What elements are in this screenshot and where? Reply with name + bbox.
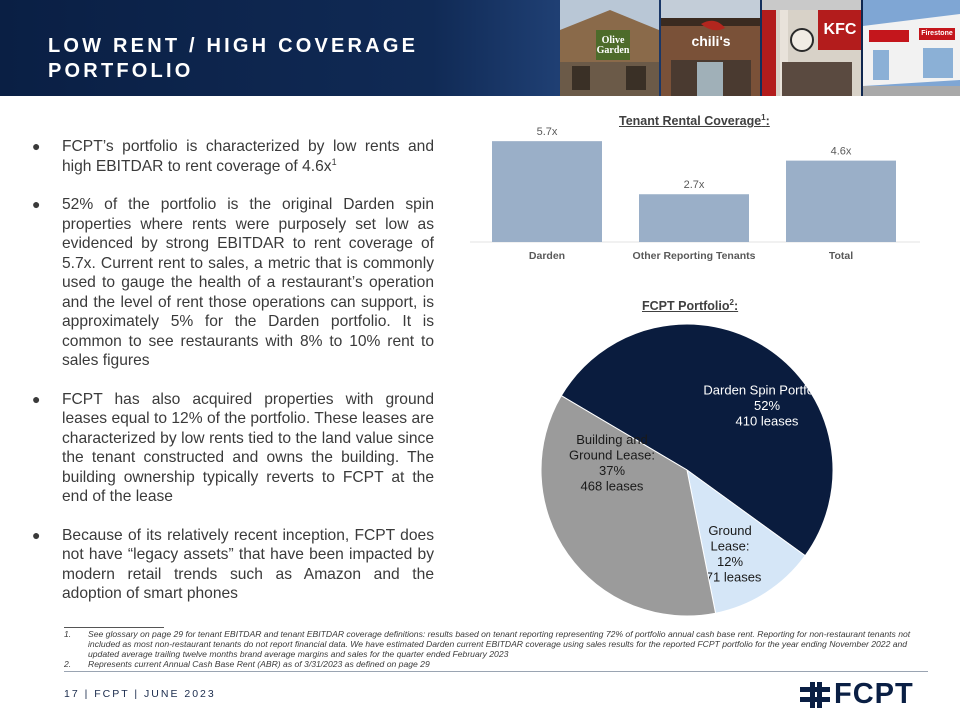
firestone-photo: Firestone (863, 0, 960, 96)
pie-slice-0 (560, 323, 834, 557)
footnote-ref: 1 (331, 156, 337, 167)
page-footer: 17 | FCPT | JUNE 2023 (64, 688, 216, 700)
pie-slice-1 (686, 468, 806, 614)
chilis-photo: chili's (661, 0, 760, 96)
bullet-dot: ● (32, 138, 41, 154)
firestone-sign: Firestone (921, 30, 953, 37)
bullet-item: ● FCPT’s portfolio is characterized by lo… (30, 137, 434, 176)
tenant-rental-coverage-chart: 5.7x Darden 2.7x Other Reporting Tenants 4.6… (470, 126, 920, 262)
pie-chart-title-text: FCPT Portfolio (642, 299, 730, 313)
bullet-dot: ● (32, 196, 41, 212)
pie-slice-label: 37% (599, 463, 625, 478)
pie-chart-title: FCPT Portfolio2: (642, 297, 739, 313)
bar-total (786, 160, 896, 242)
bar-category-label: Other Reporting Tenants (633, 250, 756, 262)
pie-slice-label: 52% (754, 398, 780, 413)
olive-garden-photo: Olive Garden (560, 0, 659, 96)
footer-divider (64, 671, 928, 672)
bar-value-label: 2.7x (684, 179, 705, 191)
footnote-number: 2. (64, 659, 72, 669)
pie-slice-label: 410 leases (736, 414, 799, 429)
bullet-item: ● Because of its relatively recent incept… (30, 526, 434, 604)
bullet-item: ● 52% of the portfolio is the original Da… (30, 195, 434, 371)
bullet-list: ● FCPT’s portfolio is characterized by lo… (30, 137, 434, 623)
footnotes: 1. See glossary on page 29 for tenant EBI… (64, 629, 924, 669)
footnote-ref: 2 (729, 297, 734, 307)
bullet-dot: ● (32, 390, 41, 407)
pie-slice-2 (540, 394, 717, 617)
pie-slice-label: 12% (717, 554, 743, 569)
bullet-item: ● FCPT has also acquired properties with … (30, 390, 434, 507)
chilis-sign: chili's (691, 33, 731, 49)
bullet-text: FCPT has also acquired properties with g… (62, 390, 434, 506)
fcpt-logo-icon (800, 682, 830, 708)
bar-value-label: 5.7x (537, 126, 558, 138)
pie-slice-label: 171 leases (699, 569, 762, 584)
pie-slice-label: Lease: (710, 538, 749, 553)
bar-value-label: 4.6x (831, 146, 852, 158)
pie-slice-label: Ground (708, 523, 751, 538)
pie-slice-label: 468 leases (581, 478, 644, 493)
footnote-divider (64, 627, 164, 628)
fcpt-logo-text: FCPT (834, 678, 914, 710)
bullet-text: 52% of the portfolio is the original Dar… (62, 196, 434, 369)
fcpt-logo: FCPT (798, 678, 928, 710)
pie-slice-label: Darden Spin Portfolio: (703, 383, 830, 398)
footnote-text: Represents current Annual Cash Base Rent… (88, 659, 430, 669)
footnote-2: 2. Represents current Annual Cash Base Re… (64, 659, 924, 669)
bar-category-label: Total (829, 250, 853, 262)
bar-darden (492, 141, 602, 242)
kfc-sign: KFC (823, 21, 857, 38)
bar-other-reporting-tenants (639, 194, 749, 242)
pie-slice-label: Building and (576, 432, 648, 447)
pie-slice-label: Ground Lease: (569, 447, 655, 462)
footnote-1: 1. See glossary on page 29 for tenant EBI… (64, 629, 924, 659)
header-banner: LOW RENT / HIGH COVERAGE PORTFOLIO Olive… (0, 0, 960, 96)
bullet-dot: ● (32, 526, 41, 543)
olive-garden-sign: Olive Garden (596, 35, 630, 56)
bullet-text: Because of its relatively recent incepti… (62, 526, 434, 603)
page-title: LOW RENT / HIGH COVERAGE PORTFOLIO (48, 35, 419, 82)
bar-chart-title-text: Tenant Rental Coverage (619, 114, 762, 128)
bullet-text: FCPT’s portfolio is characterized by low… (62, 138, 434, 175)
fcpt-portfolio-pie-chart: Darden Spin Portfolio:52%410 leases Groun… (540, 323, 834, 617)
footnote-text: See glossary on page 29 for tenant EBITD… (88, 629, 911, 659)
kfc-photo: KFC (762, 0, 861, 96)
bar-category-label: Darden (529, 250, 565, 262)
footnote-number: 1. (64, 629, 72, 639)
footnote-ref: 1 (761, 112, 766, 122)
bar-chart-title: Tenant Rental Coverage1: (619, 112, 770, 128)
